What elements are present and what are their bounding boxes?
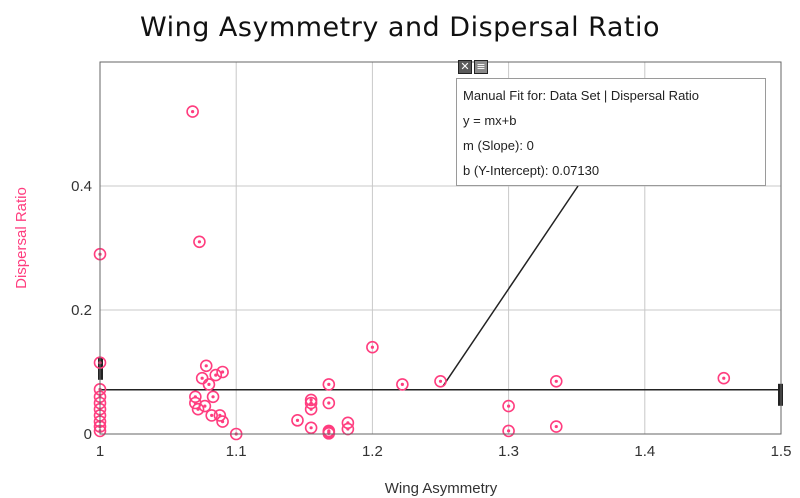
y-tick-label: 0.2 bbox=[71, 302, 92, 319]
data-point bbox=[366, 340, 379, 354]
data-point bbox=[304, 421, 318, 435]
data-point bbox=[341, 422, 355, 436]
plot-frame bbox=[99, 61, 782, 435]
data-point bbox=[199, 359, 213, 373]
data-point bbox=[304, 402, 318, 416]
fit-title: Manual Fit for: Data Set | Dispersal Rat… bbox=[463, 88, 700, 103]
x-tick-label: 1.4 bbox=[634, 443, 655, 460]
fit-slope: m (Slope): 0 bbox=[463, 138, 534, 153]
data-point bbox=[549, 374, 563, 388]
x-tick-label: 1.5 bbox=[771, 443, 792, 460]
fit-menu-button[interactable]: ≡ bbox=[474, 60, 488, 74]
x-tick-label: 1.2 bbox=[362, 443, 383, 460]
x-axis-label: Wing Asymmetry bbox=[385, 480, 498, 497]
data-point bbox=[434, 374, 447, 388]
data-point bbox=[502, 399, 515, 413]
data-point bbox=[202, 378, 216, 391]
data-point bbox=[193, 235, 206, 249]
data-point bbox=[191, 402, 205, 416]
data-point bbox=[502, 424, 515, 438]
data-point bbox=[322, 378, 336, 391]
data-point bbox=[213, 409, 227, 422]
data-point bbox=[198, 399, 212, 413]
ticks-layer: 1 1.1 1.2 1.3 1.4 1.5 0 0.2 0.4 bbox=[71, 178, 791, 460]
y-axis-label: Dispersal Ratio bbox=[13, 187, 30, 289]
data-point bbox=[209, 368, 223, 382]
data-point bbox=[396, 378, 409, 391]
data-point bbox=[322, 396, 336, 410]
data-point bbox=[291, 414, 304, 427]
data-point bbox=[549, 420, 563, 433]
data-point bbox=[186, 105, 199, 118]
data-point bbox=[216, 365, 229, 379]
y-tick-label: 0 bbox=[84, 426, 92, 443]
fit-intercept: b (Y-Intercept): 0.07130 bbox=[463, 163, 600, 178]
x-tick-label: 1 bbox=[96, 443, 104, 460]
manual-fit-annotation[interactable]: Manual Fit for: Data Set | Dispersal Rat… bbox=[456, 78, 766, 186]
x-tick-label: 1.1 bbox=[226, 443, 247, 460]
data-point bbox=[304, 393, 318, 407]
y-tick-label: 0.4 bbox=[71, 178, 92, 195]
data-point bbox=[717, 371, 731, 385]
data-point bbox=[206, 390, 220, 404]
data-point bbox=[216, 415, 229, 428]
fit-equation: y = mx+b bbox=[463, 113, 517, 128]
data-point bbox=[195, 371, 209, 385]
fit-callout-leader bbox=[442, 185, 579, 387]
x-tick-label: 1.3 bbox=[498, 443, 519, 460]
data-point bbox=[205, 409, 218, 422]
fit-close-button[interactable]: ✕ bbox=[458, 60, 472, 74]
chart-title: Wing Asymmetry and Dispersal Ratio bbox=[139, 12, 661, 43]
